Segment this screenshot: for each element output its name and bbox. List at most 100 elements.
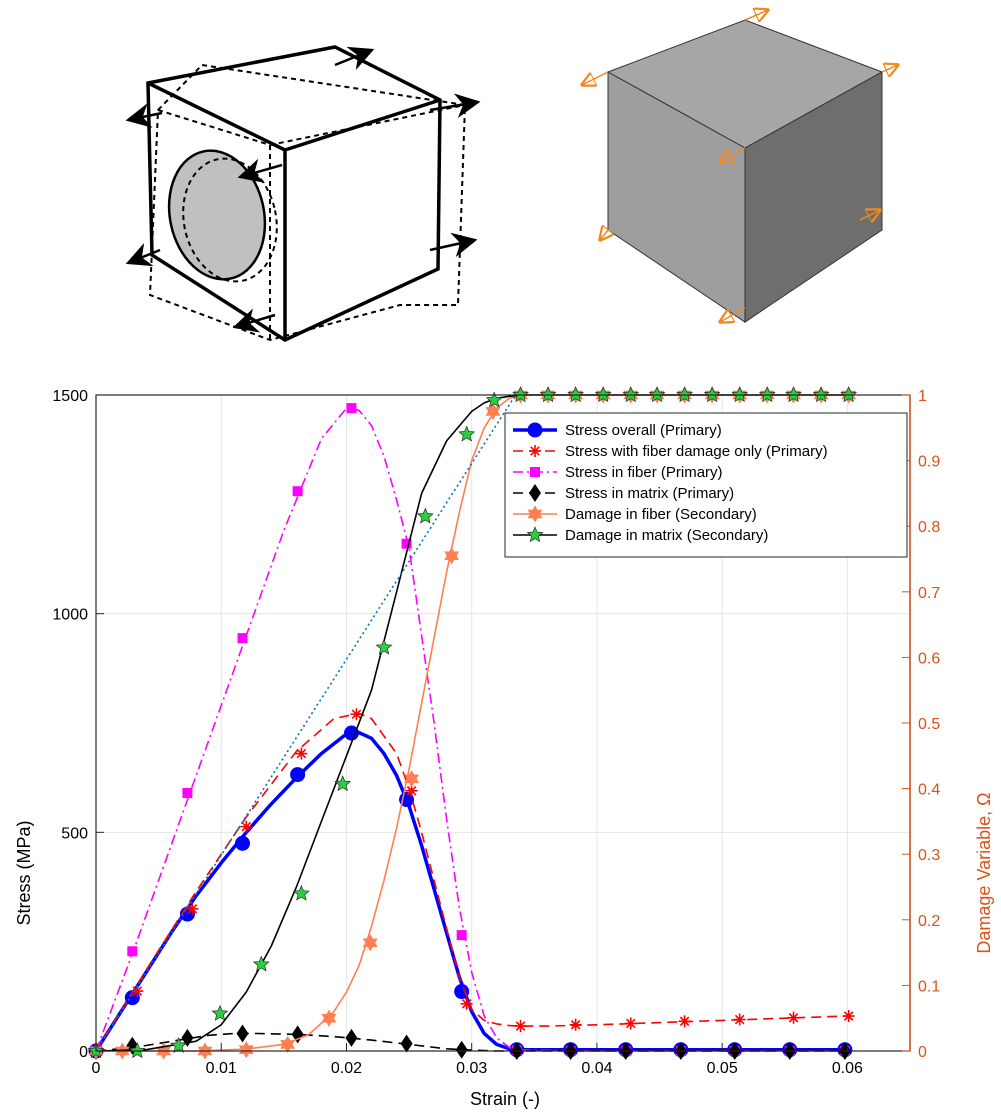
- data-point: [527, 505, 543, 523]
- x-tick-label: 0.06: [832, 1060, 863, 1077]
- data-point: [238, 1041, 254, 1059]
- data-point: [530, 467, 540, 477]
- data-point: [733, 1013, 746, 1026]
- data-point: [539, 386, 557, 403]
- stress-damage-chart: 0 0.01 0.02 0.03 0.04 0.05 0.06 0 500 1000 1500 0 0.…: [14, 386, 994, 1109]
- legend-entry: Stress in fiber (Primary): [513, 464, 723, 481]
- data-point: [400, 1034, 413, 1053]
- data-point: [529, 484, 541, 502]
- data-point: [676, 386, 693, 403]
- data-point-stroke: [241, 821, 252, 832]
- x-tick-label: 0.01: [206, 1060, 237, 1077]
- data-point: [703, 386, 721, 403]
- data-point: [594, 386, 612, 403]
- y-tick-label: 500: [61, 825, 88, 842]
- data-point-stroke: [132, 986, 143, 996]
- data-point: [456, 930, 467, 941]
- legend-label: Damage in matrix (Secondary): [565, 527, 768, 544]
- data-point: [291, 1025, 304, 1044]
- load-arrows: [125, 46, 481, 333]
- data-point: [624, 1017, 637, 1030]
- data-point: [182, 787, 193, 798]
- series-1: [90, 708, 855, 1057]
- data-point: [170, 1036, 188, 1053]
- y-right-axis-label: Damage Variable, Ω: [974, 792, 994, 953]
- y-right-tick-label: 0: [918, 1044, 927, 1061]
- data-point: [346, 403, 357, 414]
- data-point: [444, 547, 460, 565]
- data-point: [458, 425, 476, 442]
- data-point: [343, 725, 359, 741]
- data-point: [127, 946, 138, 957]
- y-tick-label: 1000: [52, 607, 88, 624]
- data-point: [840, 386, 857, 403]
- legend-label: Stress in fiber (Primary): [565, 464, 723, 481]
- data-point: [236, 1024, 249, 1043]
- data-point: [678, 1015, 691, 1028]
- legend: Stress overall (Primary) Stress with fibe…: [504, 412, 908, 558]
- data-point-stroke: [461, 998, 472, 1009]
- data-point: [731, 386, 749, 403]
- y-right-tick-label: 0.6: [918, 650, 940, 667]
- data-point: [334, 775, 352, 792]
- data-point: [527, 422, 543, 438]
- data-point-stroke: [734, 1014, 745, 1025]
- data-point-stroke: [296, 748, 307, 759]
- data-point: [292, 486, 303, 497]
- data-point-stroke: [843, 1011, 854, 1021]
- data-point: [186, 902, 199, 915]
- data-point-stroke: [187, 904, 198, 914]
- data-point: [417, 507, 434, 524]
- fiber-cross-section: [167, 149, 278, 283]
- legend-label: Stress with fiber damage only (Primary): [565, 443, 828, 460]
- data-point: [569, 1018, 582, 1031]
- data-point: [842, 1010, 855, 1023]
- x-tick-label: 0.03: [456, 1060, 487, 1077]
- legend-label: Damage in fiber (Secondary): [565, 506, 757, 523]
- data-point: [485, 391, 503, 408]
- data-point: [290, 767, 306, 783]
- data-point: [485, 402, 501, 421]
- data-point-stroke: [515, 1021, 526, 1031]
- y-right-tick-label: 0.5: [918, 716, 940, 733]
- data-point-stroke: [570, 1019, 581, 1030]
- data-point: [345, 1028, 358, 1047]
- series-5: [87, 386, 857, 1059]
- y-right-tick-label: 0.8: [918, 519, 940, 536]
- data-point: [455, 1040, 468, 1059]
- cube-right-face: [744, 71, 883, 323]
- data-point: [237, 633, 248, 644]
- legend-entry: Stress in matrix (Primary): [513, 484, 734, 502]
- legend-label: Stress in matrix (Primary): [565, 485, 734, 502]
- rve-schematic-diagram: [125, 45, 481, 342]
- legend-entry: Damage in matrix (Secondary): [513, 526, 768, 544]
- legend-label: Stress overall (Primary): [565, 422, 722, 439]
- data-point: [758, 386, 776, 403]
- data-point: [514, 1020, 527, 1033]
- x-tick-label: 0.02: [331, 1060, 362, 1077]
- series-line: [95, 712, 848, 1052]
- y-right-tick-label: 0.2: [918, 913, 940, 930]
- data-point: [785, 386, 802, 403]
- x-tick-label: 0.04: [581, 1060, 612, 1077]
- data-point: [293, 884, 310, 901]
- y-right-tick-label: 1: [918, 388, 927, 405]
- data-point: [280, 1035, 296, 1054]
- data-point: [454, 984, 470, 1000]
- legend-entry: Stress with fiber damage only (Primary): [513, 443, 828, 460]
- data-point: [252, 955, 270, 972]
- x-tick-label: 0: [92, 1060, 101, 1077]
- data-point: [648, 386, 666, 403]
- data-point: [404, 770, 420, 788]
- data-point: [512, 386, 529, 403]
- data-point: [622, 386, 640, 403]
- data-point: [526, 526, 544, 543]
- x-tick-label: 0.05: [707, 1060, 738, 1077]
- data-point: [567, 386, 584, 403]
- y-right-tick-label: 0.7: [918, 585, 940, 602]
- data-point: [240, 820, 253, 833]
- data-point: [211, 1004, 229, 1021]
- y-right-tick-label: 0.9: [918, 454, 940, 471]
- cube-3d-model: [580, 0, 900, 340]
- data-point-stroke: [679, 1016, 690, 1027]
